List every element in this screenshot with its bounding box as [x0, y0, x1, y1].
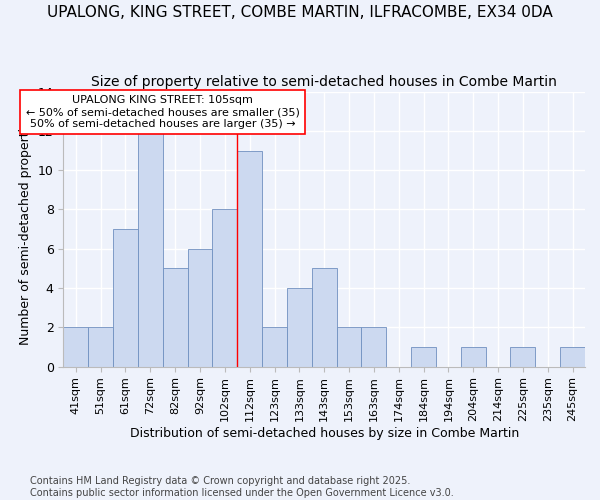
- Text: UPALONG, KING STREET, COMBE MARTIN, ILFRACOMBE, EX34 0DA: UPALONG, KING STREET, COMBE MARTIN, ILFR…: [47, 5, 553, 20]
- Bar: [461, 347, 485, 366]
- Y-axis label: Number of semi-detached properties: Number of semi-detached properties: [19, 114, 32, 345]
- Bar: [113, 229, 138, 366]
- Bar: [262, 328, 287, 366]
- Bar: [560, 347, 585, 366]
- Bar: [212, 210, 237, 366]
- Bar: [312, 268, 337, 366]
- Bar: [337, 328, 361, 366]
- Bar: [237, 150, 262, 366]
- Bar: [511, 347, 535, 366]
- Bar: [138, 131, 163, 366]
- Title: Size of property relative to semi-detached houses in Combe Martin: Size of property relative to semi-detach…: [91, 75, 557, 89]
- Bar: [287, 288, 312, 366]
- Bar: [64, 328, 88, 366]
- Text: Contains HM Land Registry data © Crown copyright and database right 2025.
Contai: Contains HM Land Registry data © Crown c…: [30, 476, 454, 498]
- Bar: [188, 249, 212, 366]
- Bar: [411, 347, 436, 366]
- Text: UPALONG KING STREET: 105sqm
← 50% of semi-detached houses are smaller (35)
50% o: UPALONG KING STREET: 105sqm ← 50% of sem…: [26, 96, 299, 128]
- X-axis label: Distribution of semi-detached houses by size in Combe Martin: Distribution of semi-detached houses by …: [130, 427, 519, 440]
- Bar: [163, 268, 188, 366]
- Bar: [361, 328, 386, 366]
- Bar: [88, 328, 113, 366]
